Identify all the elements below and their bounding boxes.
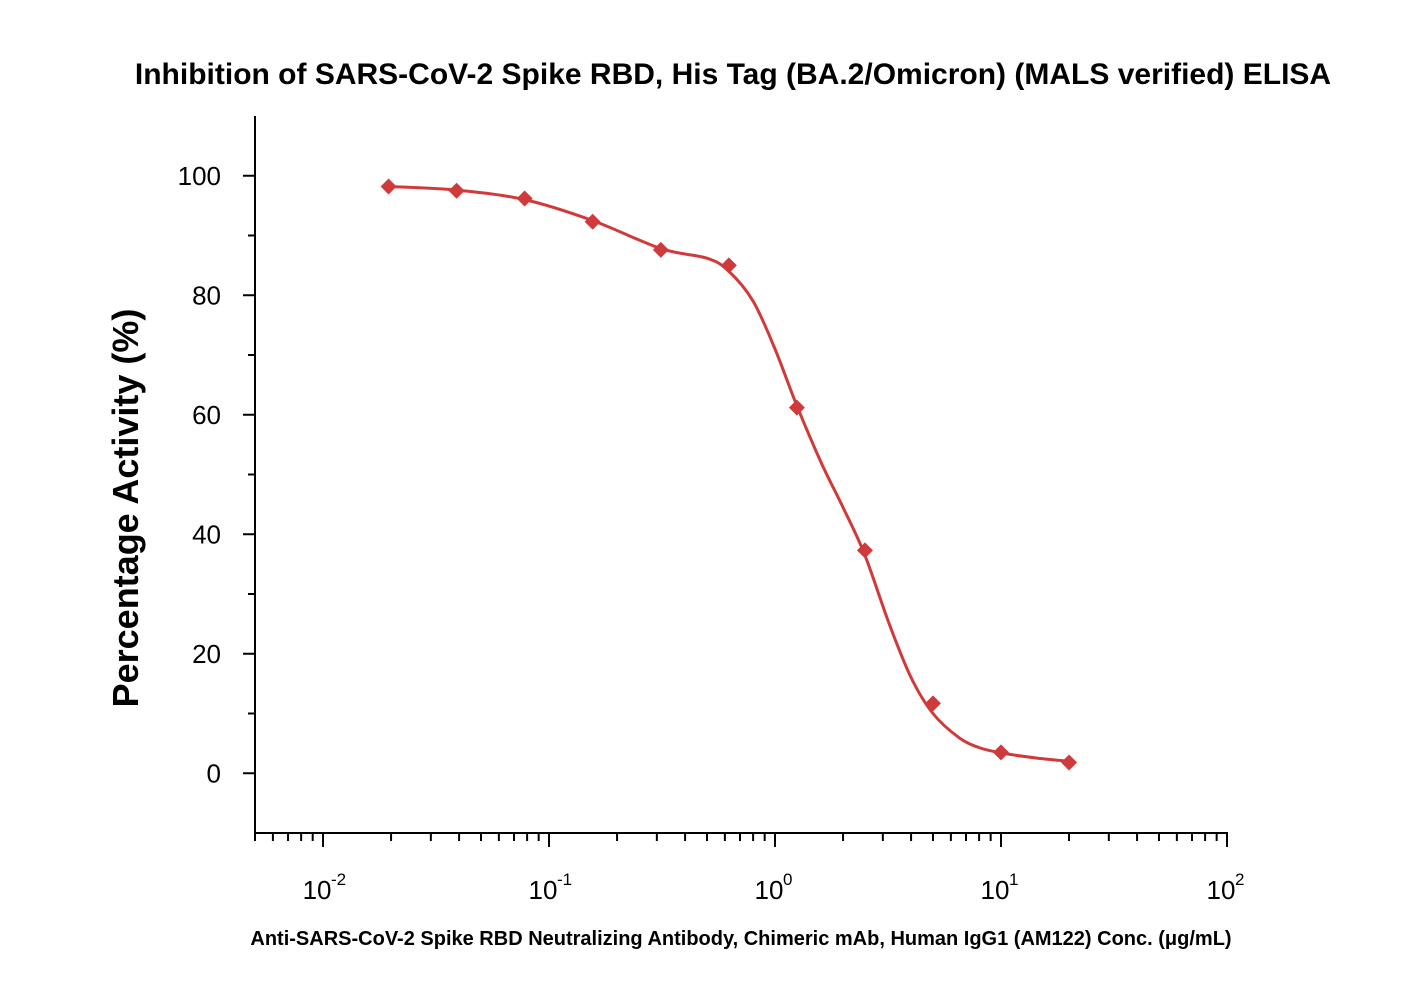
chart-title: Inhibition of SARS-CoV-2 Spike RBD, His … <box>135 58 1331 91</box>
x-tick-exponent: 0 <box>783 870 792 889</box>
data-point <box>516 190 533 207</box>
data-point <box>1061 754 1078 771</box>
data-point <box>652 241 669 258</box>
x-tick-exponent: -2 <box>331 870 346 889</box>
data-point <box>924 695 941 712</box>
x-tick-exponent: 1 <box>1009 870 1018 889</box>
data-point <box>856 542 873 559</box>
y-tick-label: 60 <box>192 400 221 430</box>
x-axis-label: Anti-SARS-CoV-2 Spike RBD Neutralizing A… <box>250 928 1231 950</box>
y-tick-label: 40 <box>192 519 221 549</box>
data-point <box>584 213 601 230</box>
data-point <box>788 399 805 416</box>
x-tick-label: 10 <box>981 875 1010 905</box>
y-axis-label: Percentage Activity (%) <box>105 309 146 708</box>
x-tick-exponent: 2 <box>1235 870 1244 889</box>
data-points <box>380 178 1078 771</box>
data-point <box>993 744 1010 761</box>
y-tick-label: 0 <box>207 758 221 788</box>
data-point <box>720 257 737 274</box>
x-tick-label: 10 <box>1207 875 1236 905</box>
y-ticks: 0 20 40 60 80 100 <box>178 161 255 788</box>
x-tick-label: 10 <box>755 875 784 905</box>
x-tick-exponent: -1 <box>557 870 572 889</box>
data-point <box>448 182 465 199</box>
axes <box>254 116 1228 834</box>
data-point <box>380 178 397 195</box>
y-tick-label: 20 <box>192 639 221 669</box>
x-tick-label: 10 <box>303 875 332 905</box>
x-tick-label: 10 <box>529 875 558 905</box>
y-tick-label: 80 <box>192 280 221 310</box>
x-ticks: 10 -2 10 -1 10 0 10 1 10 2 <box>254 833 1244 905</box>
y-tick-label: 100 <box>178 161 221 191</box>
